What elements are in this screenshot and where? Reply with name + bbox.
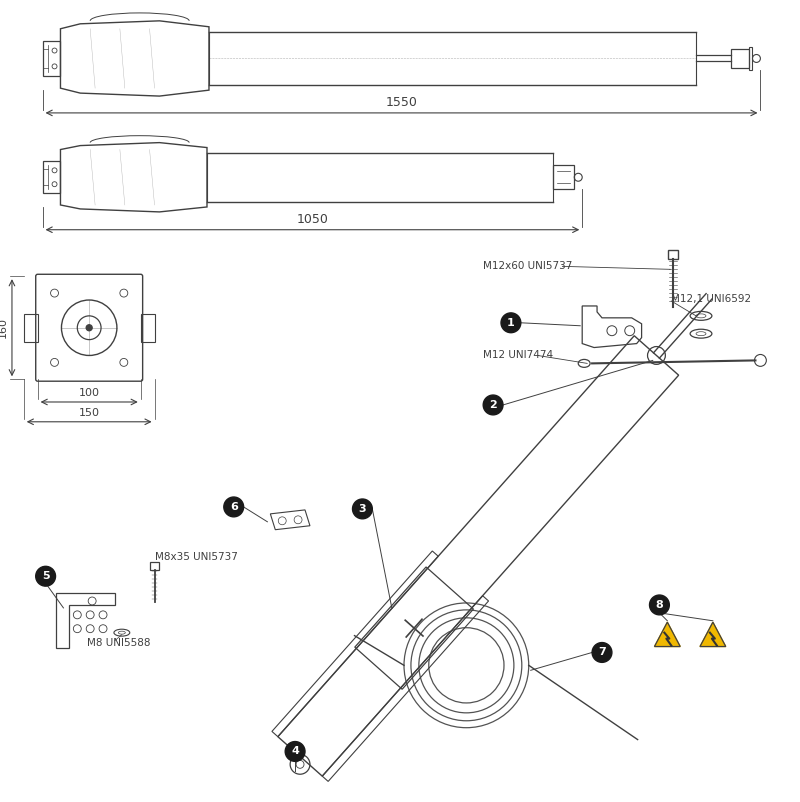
Text: 160: 160 [0,318,8,338]
Circle shape [353,499,372,519]
Circle shape [224,497,244,516]
Text: M12x60 UNI5737: M12x60 UNI5737 [483,261,573,271]
Text: 3: 3 [358,504,366,514]
Circle shape [483,395,503,415]
Text: 8: 8 [655,600,663,610]
Text: M8x35 UNI5737: M8x35 UNI5737 [154,553,238,562]
Text: 6: 6 [230,502,238,512]
Text: M8 UNI5588: M8 UNI5588 [87,638,150,647]
Text: 4: 4 [291,747,299,756]
Text: M12 UNI7474: M12 UNI7474 [483,350,554,360]
Text: 1050: 1050 [297,213,328,226]
Circle shape [592,642,612,662]
Text: 1: 1 [507,318,514,328]
Circle shape [501,313,521,333]
Text: 100: 100 [78,388,100,398]
Text: 1550: 1550 [386,96,418,109]
Circle shape [36,566,55,586]
Circle shape [286,742,305,761]
Polygon shape [654,622,680,646]
Text: 5: 5 [42,571,50,581]
Circle shape [86,325,92,330]
Circle shape [650,595,670,615]
Text: 2: 2 [490,400,497,410]
Text: 7: 7 [598,647,606,658]
Text: 150: 150 [78,408,100,418]
Polygon shape [700,622,726,646]
Text: M12,1 UNI6592: M12,1 UNI6592 [671,294,751,304]
